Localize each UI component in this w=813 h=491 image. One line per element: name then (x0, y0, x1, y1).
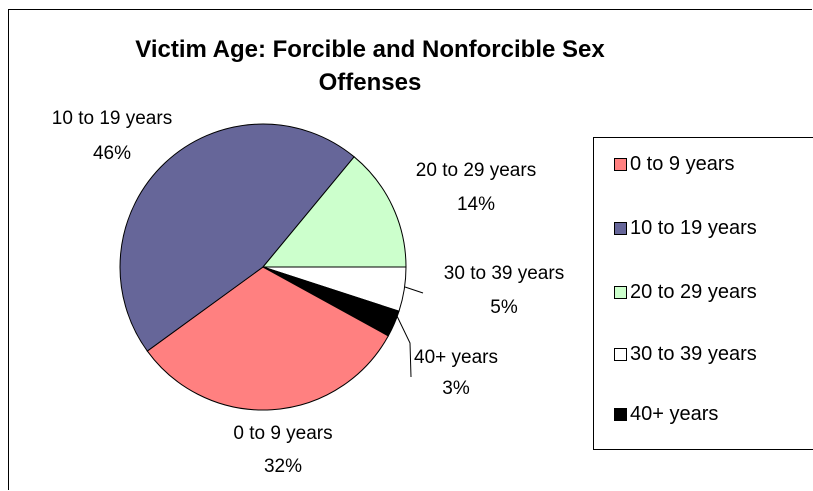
legend-item: 0 to 9 years (614, 152, 735, 176)
chart-area (8, 9, 812, 490)
data-label-percent: 46% (93, 143, 131, 164)
data-label-percent: 5% (490, 297, 518, 318)
legend-label: 10 to 19 years (630, 216, 757, 239)
data-label-percent: 3% (442, 378, 470, 399)
legend-label: 30 to 39 years (630, 342, 757, 365)
legend: 0 to 9 years 10 to 19 years 20 to 29 yea… (593, 137, 813, 450)
chart-title: Victim Age: Forcible and Nonforcible Sex… (135, 36, 605, 96)
data-label-category: 30 to 39 years (444, 263, 564, 284)
legend-swatch (614, 285, 627, 299)
legend-swatch (614, 407, 627, 421)
legend-label: 0 to 9 years (630, 152, 735, 175)
legend-swatch (614, 157, 627, 171)
pie-slice-10-to-19-years (119, 123, 355, 352)
data-label-category: 40+ years (414, 347, 498, 368)
leader-line (404, 286, 424, 294)
legend-label: 20 to 29 years (630, 280, 757, 303)
pie-slice-20-to-29-years (261, 156, 407, 268)
legend-swatch (614, 347, 627, 361)
data-label-category: 10 to 19 years (52, 108, 172, 129)
legend-swatch (614, 221, 627, 235)
legend-item: 30 to 39 years (614, 342, 757, 366)
legend-label: 40+ years (630, 402, 719, 425)
legend-item: 40+ years (614, 402, 718, 426)
legend-item: 20 to 29 years (614, 280, 757, 304)
legend-item: 10 to 19 years (614, 216, 757, 240)
data-label-percent: 14% (457, 194, 495, 215)
pie-slice-0-to-9-years (146, 266, 389, 411)
data-label-category: 0 to 9 years (233, 423, 332, 444)
data-label-percent: 32% (264, 456, 302, 477)
data-label-category: 20 to 29 years (416, 160, 536, 181)
leader-line (395, 313, 412, 378)
